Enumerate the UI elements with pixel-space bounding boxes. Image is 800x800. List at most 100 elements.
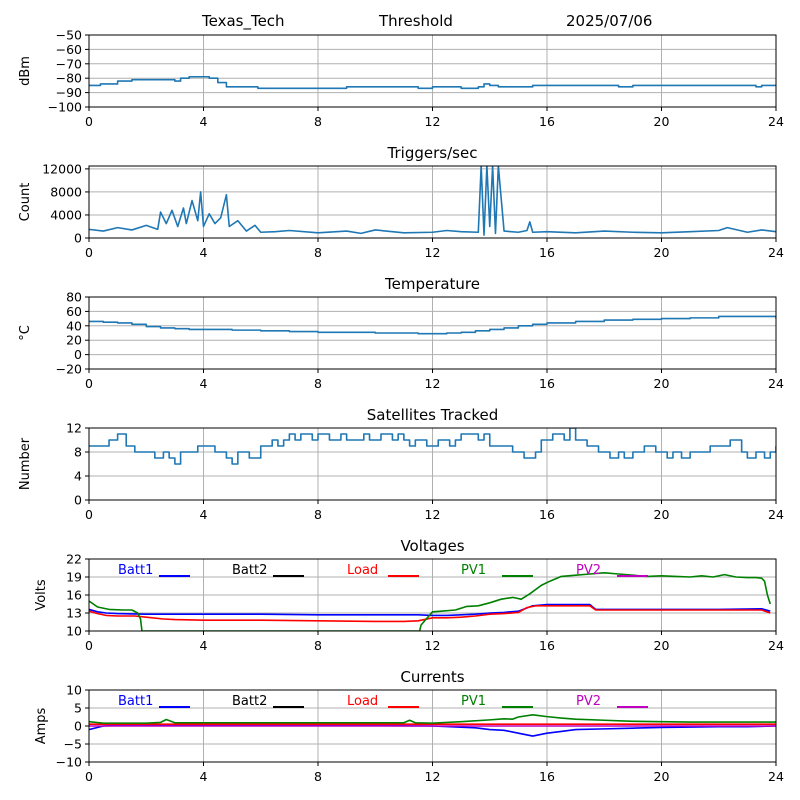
x-tick-label: 16 <box>539 769 555 784</box>
panel-title: Voltages <box>400 537 464 555</box>
panel-voltages: 0 4 8 12 16 20 24 10 13 16 19 22 Voltages Volts Batt1 B… <box>34 537 784 653</box>
y-tick-label: 19 <box>66 570 82 585</box>
x-tick-label: 12 <box>425 507 441 522</box>
x-tick-label: 24 <box>768 769 784 784</box>
x-tick-label: 4 <box>200 376 208 391</box>
legend-label-pv2: PV2 <box>576 694 601 709</box>
legend-label-pv1: PV1 <box>461 694 486 709</box>
y-tick-label: 80 <box>66 290 82 305</box>
x-tick-label: 16 <box>539 507 555 522</box>
x-tick-label: 20 <box>654 114 670 129</box>
y-axis-label: °C <box>18 325 33 341</box>
panel-currents: 0 4 8 12 16 20 24 −10 −5 0 5 10 Currents Amps Batt1 Bat… <box>34 668 784 784</box>
x-tick-label: 4 <box>200 638 208 653</box>
panel-triggers: 0 4 8 12 16 20 24 0 4000 8000 12000 Triggers/sec Cou… <box>18 144 784 260</box>
x-tick-label: 8 <box>314 769 322 784</box>
y-tick-label: 8000 <box>50 184 82 199</box>
panel-title: Temperature <box>384 275 480 293</box>
header-mode: Threshold <box>379 12 453 30</box>
x-tick-label: 8 <box>314 376 322 391</box>
x-tick-label: 20 <box>654 638 670 653</box>
y-tick-label: 0 <box>74 719 82 734</box>
x-tick-label: 24 <box>768 638 784 653</box>
y-axis-label: dBm <box>18 56 33 86</box>
y-tick-label: −100 <box>48 100 82 115</box>
series-triggers-line <box>89 166 776 236</box>
x-tick-label: 20 <box>654 507 670 522</box>
x-tick-label: 4 <box>200 245 208 260</box>
y-tick-label: 16 <box>66 588 82 603</box>
x-tick-label: 4 <box>200 114 208 129</box>
y-axis-label: Number <box>18 437 33 490</box>
series-threshold-line <box>89 75 776 90</box>
x-tick-label: 4 <box>200 507 208 522</box>
panel-title: Currents <box>400 668 464 686</box>
y-tick-label: 0 <box>74 231 82 246</box>
y-tick-label: 0 <box>74 493 82 508</box>
header-date: 2025/07/06 <box>566 12 653 30</box>
y-tick-label: 12000 <box>42 161 82 176</box>
y-tick-label: 8 <box>74 445 82 460</box>
x-tick-label: 8 <box>314 638 322 653</box>
x-tick-label: 4 <box>200 769 208 784</box>
x-tick-label: 12 <box>425 114 441 129</box>
legend-label-load: Load <box>347 694 378 709</box>
y-tick-label: 10 <box>66 683 82 698</box>
y-tick-label: 13 <box>66 606 82 621</box>
x-tick-label: 0 <box>85 245 93 260</box>
legend-label-load: Load <box>347 563 378 578</box>
panel-title: Triggers/sec <box>387 144 478 162</box>
series-pv1-line <box>89 572 772 631</box>
x-tick-label: 8 <box>314 114 322 129</box>
legend-label-batt2: Batt2 <box>232 563 267 578</box>
y-tick-label: −60 <box>56 42 82 57</box>
x-tick-label: 24 <box>768 376 784 391</box>
legend-label-batt1: Batt1 <box>118 694 153 709</box>
x-tick-label: 20 <box>654 245 670 260</box>
x-tick-label: 0 <box>85 507 93 522</box>
x-tick-label: 8 <box>314 245 322 260</box>
y-tick-label: −80 <box>56 71 82 86</box>
x-tick-label: 8 <box>314 507 322 522</box>
y-tick-label: 22 <box>66 552 82 567</box>
panel-title: Satellites Tracked <box>367 406 498 424</box>
x-tick-label: 24 <box>768 245 784 260</box>
x-tick-label: 12 <box>425 376 441 391</box>
x-tick-label: 16 <box>539 376 555 391</box>
y-tick-label: 5 <box>74 701 82 716</box>
y-tick-label: −70 <box>56 56 82 71</box>
x-tick-label: 16 <box>539 245 555 260</box>
y-axis-label: Volts <box>34 579 49 611</box>
header-station: Texas_Tech <box>202 12 285 30</box>
y-tick-label: 60 <box>66 304 82 319</box>
legend-label-pv1: PV1 <box>461 563 486 578</box>
y-tick-label: 20 <box>66 333 82 348</box>
panel-threshold: 0 4 8 12 16 20 24 −100−90−80−70−60−50 dBm <box>18 28 784 130</box>
x-tick-label: 12 <box>425 638 441 653</box>
y-tick-label: −5 <box>64 737 82 752</box>
y-tick-label: −10 <box>56 755 82 770</box>
y-tick-label: 4000 <box>50 207 82 222</box>
legend-label-batt2: Batt2 <box>232 694 267 709</box>
y-tick-label: 12 <box>66 421 82 436</box>
x-tick-label: 0 <box>85 769 93 784</box>
x-tick-label: 16 <box>539 638 555 653</box>
y-tick-label: 4 <box>74 469 82 484</box>
legend-label-pv2: PV2 <box>576 563 601 578</box>
x-tick-label: 16 <box>539 114 555 129</box>
series-temperature-line <box>89 315 776 335</box>
x-tick-label: 0 <box>85 376 93 391</box>
y-tick-label: −20 <box>56 362 82 377</box>
y-tick-label: 40 <box>66 318 82 333</box>
x-tick-label: 0 <box>85 114 93 129</box>
legend-label-batt1: Batt1 <box>118 563 153 578</box>
series-satellites-line <box>89 428 776 465</box>
x-tick-label: 12 <box>425 769 441 784</box>
x-tick-label: 24 <box>768 114 784 129</box>
y-tick-label: 0 <box>74 347 82 362</box>
series-load-line <box>89 605 771 623</box>
x-tick-label: 24 <box>768 507 784 522</box>
x-tick-label: 12 <box>425 245 441 260</box>
